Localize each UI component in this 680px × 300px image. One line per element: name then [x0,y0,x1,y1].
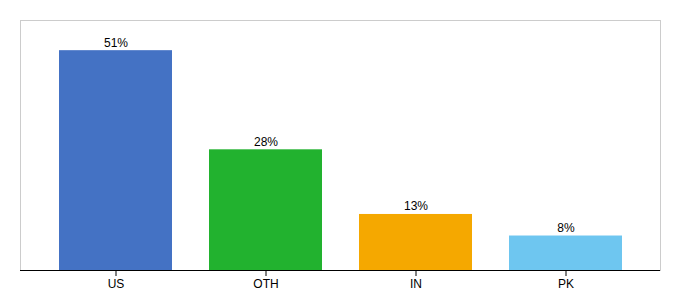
svg-text:51%: 51% [104,36,128,50]
svg-text:13%: 13% [404,199,428,213]
svg-text:8%: 8% [557,221,575,235]
svg-text:OTH: OTH [253,277,278,291]
svg-text:28%: 28% [254,135,278,149]
svg-text:US: US [108,277,125,291]
svg-text:PK: PK [558,277,574,291]
svg-text:IN: IN [410,277,422,291]
